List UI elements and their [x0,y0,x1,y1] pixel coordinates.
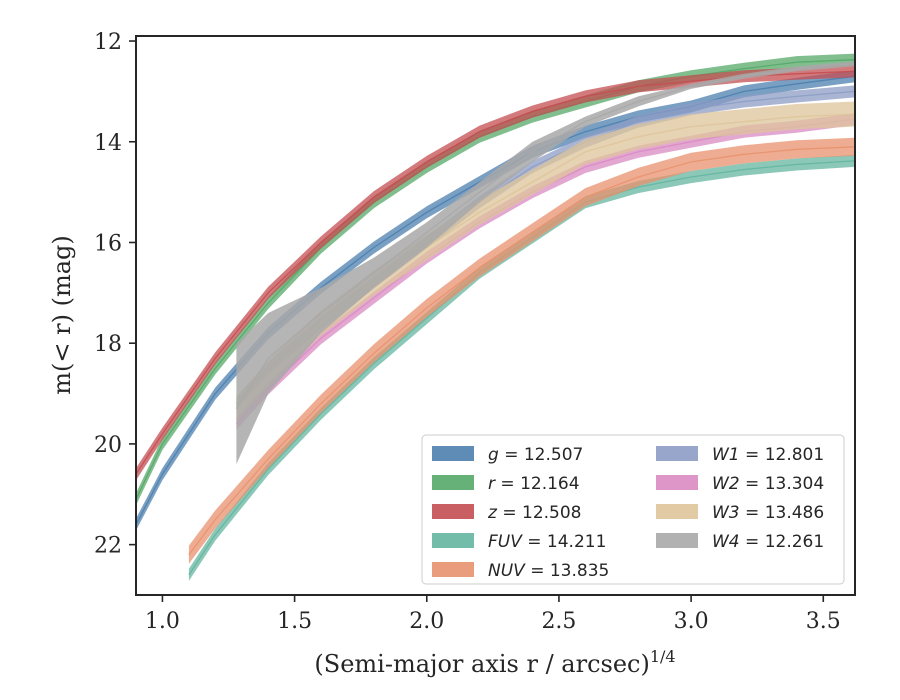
legend-swatch [656,475,698,490]
y-tick-label: 20 [94,433,122,458]
legend-box [421,434,845,585]
legend-item-g: g = 12.507 [432,445,583,465]
x-tick-label: 2.0 [409,609,444,634]
legend-item-fuv: FUV = 14.211 [432,532,606,552]
legend-label: NUV = 13.835 [488,561,609,581]
legend-item-w4: W4 = 12.261 [656,532,824,552]
legend-item-w2: W2 = 13.304 [656,474,824,494]
legend-swatch [656,446,698,461]
legend-band-value: 13.486 [765,503,824,523]
y-tick-label: 16 [94,231,122,256]
legend-equals-sign: = [495,474,520,494]
legend-band-name: W1 [712,445,740,465]
legend-band-value: 12.507 [524,445,583,465]
legend-label: g = 12.507 [488,445,583,465]
series-w4-band [236,61,855,465]
legend-equals-sign: = [740,503,765,523]
x-tick-label: 1.0 [145,609,180,634]
legend-band-name: NUV [488,561,526,581]
legend-band-name: W4 [712,532,740,552]
legend-equals-sign: = [525,561,550,581]
legend-swatch [656,504,698,519]
x-tick-label: 2.5 [541,609,576,634]
legend-band-value: 14.211 [547,532,606,552]
legend-label: z = 12.508 [487,503,581,523]
legend-label: r = 12.164 [488,474,580,494]
legend-item-r: r = 12.164 [432,474,580,494]
legend-equals-sign: = [497,503,522,523]
y-tick-label: 14 [94,131,122,156]
plot-frame [135,35,856,596]
y-tick-label: 12 [94,30,122,55]
legend-band-name: z [487,503,498,523]
legend-band-name: g [488,445,499,465]
legend-label: W4 = 12.261 [712,532,824,552]
x-axis-title-main: (Semi-major axis r / arcsec) [314,650,649,678]
legend-swatch [432,504,474,519]
legend-band-name: W3 [712,503,740,523]
x-axis-title: (Semi-major axis r / arcsec)1/4 [314,647,675,678]
legend-swatch [432,533,474,548]
x-tick-label: 3.0 [674,609,709,634]
plot-area [136,53,855,581]
series-nuv [188,137,855,564]
series-w3-band [236,101,855,422]
legend-label: W1 = 12.801 [712,445,824,465]
series-nuv-line [188,146,855,556]
legend-swatch [656,533,698,548]
legend-label: W3 = 13.486 [712,503,824,523]
legend-swatch [432,475,474,490]
legend-item-z: z = 12.508 [432,503,581,523]
y-axis-title: m(< r) (mag) [48,235,76,394]
legend-band-name: r [488,474,496,494]
legend-band-value: 12.164 [520,474,579,494]
legend-item-w1: W1 = 12.801 [656,445,824,465]
legend-band-name: FUV [488,532,523,552]
legend-label: FUV = 14.211 [488,532,606,552]
x-tick-label: 1.5 [277,609,312,634]
legend-equals-sign: = [740,445,765,465]
legend-band-value: 13.304 [765,474,824,494]
legend-equals-sign: = [522,532,547,552]
x-axis-title-superscript: 1/4 [650,647,676,666]
series-w4-line [235,63,855,410]
legend-band-name: W2 [712,474,740,494]
y-tick-label: 18 [94,332,122,357]
legend-label: W2 = 13.304 [712,474,824,494]
legend-band-value: 12.508 [522,503,581,523]
legend-item-nuv: NUV = 13.835 [432,561,609,581]
legend-equals-sign: = [740,474,765,494]
legend-item-w3: W3 = 13.486 [656,503,824,523]
legend-equals-sign: = [740,532,765,552]
x-axis: 1.0 1.5 2.0 2.5 3.0 3.5 [145,595,841,634]
y-axis: 12 14 16 18 20 22 [94,30,136,559]
legend-band-value: 12.261 [765,532,824,552]
x-tick-label: 3.5 [806,609,841,634]
legend-equals-sign: = [499,445,524,465]
legend-band-value: 12.801 [765,445,824,465]
series-w4 [235,61,855,465]
legend-swatch [432,446,474,461]
legend: g = 12.507 r = 12.164 z = 12.508 FUV = 14.2… [421,434,845,585]
legend-swatch [432,562,474,577]
legend-band-value: 13.835 [550,561,609,581]
y-tick-label: 22 [94,534,122,559]
